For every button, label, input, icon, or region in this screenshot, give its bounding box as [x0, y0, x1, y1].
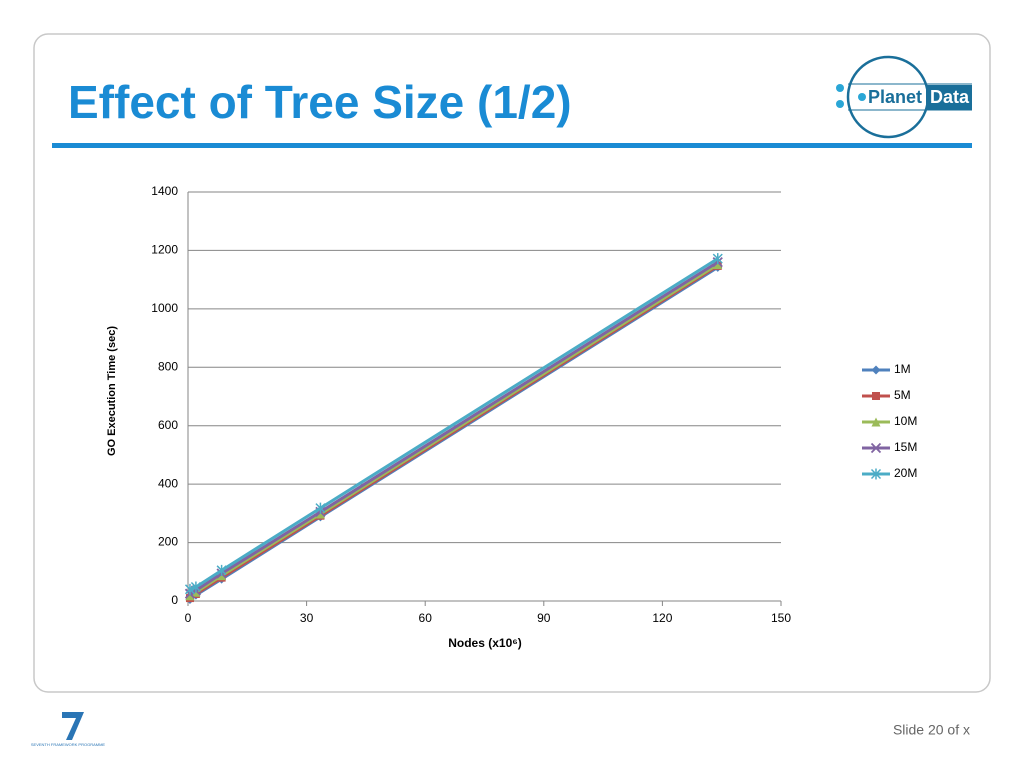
legend-label: 10M: [894, 414, 917, 428]
x-tick-label: 120: [652, 611, 672, 625]
x-tick-label: 0: [185, 611, 192, 625]
logo-dot: [836, 100, 844, 108]
x-tick-label: 30: [300, 611, 314, 625]
marker: [870, 468, 882, 480]
y-tick-label: 0: [171, 593, 178, 607]
marker: [315, 509, 325, 519]
x-tick-label: 150: [771, 611, 791, 625]
y-tick-label: 800: [158, 359, 178, 373]
x-axis-label: Nodes (x10⁶): [448, 636, 522, 650]
programme-text: SEVENTH FRAMEWORK PROGRAMME: [31, 742, 106, 747]
y-tick-label: 400: [158, 476, 178, 490]
x-tick-label: 90: [537, 611, 551, 625]
logo-text: Data: [930, 87, 970, 107]
marker: [216, 564, 227, 576]
y-tick-label: 200: [158, 535, 178, 549]
slide-panel: [33, 33, 991, 693]
y-tick-label: 600: [158, 418, 178, 432]
y-tick-label: 1400: [151, 184, 178, 198]
marker: [871, 417, 881, 427]
x-tick-label: 60: [419, 611, 433, 625]
marker: [184, 583, 196, 595]
logo-text: Planet: [868, 87, 922, 107]
legend-label: 1M: [894, 362, 911, 376]
programme-logo-shape: [62, 712, 84, 740]
programme-logo: SEVENTH FRAMEWORK PROGRAMME: [31, 712, 106, 747]
y-tick-label: 1000: [151, 301, 178, 315]
y-axis-label: GO Execution Time (sec): [106, 326, 118, 456]
slide-footer: Slide 20 of x: [893, 722, 970, 738]
marker: [872, 392, 880, 400]
marker: [712, 253, 723, 265]
legend-label: 5M: [894, 388, 911, 402]
logo: Planet Data: [836, 55, 972, 139]
slide-title: Effect of Tree Size (1/2): [68, 76, 572, 128]
y-tick-label: 1200: [151, 243, 178, 257]
title-rule: [52, 143, 972, 148]
marker: [185, 591, 195, 601]
logo-dot: [836, 84, 844, 92]
marker: [190, 581, 201, 593]
logo-dot: [858, 93, 866, 101]
logo-box: [926, 85, 972, 110]
marker: [871, 365, 881, 375]
legend-label: 15M: [894, 440, 917, 454]
marker: [315, 502, 326, 514]
marker: [713, 259, 723, 269]
legend-label: 20M: [894, 466, 917, 480]
marker: [870, 442, 882, 454]
